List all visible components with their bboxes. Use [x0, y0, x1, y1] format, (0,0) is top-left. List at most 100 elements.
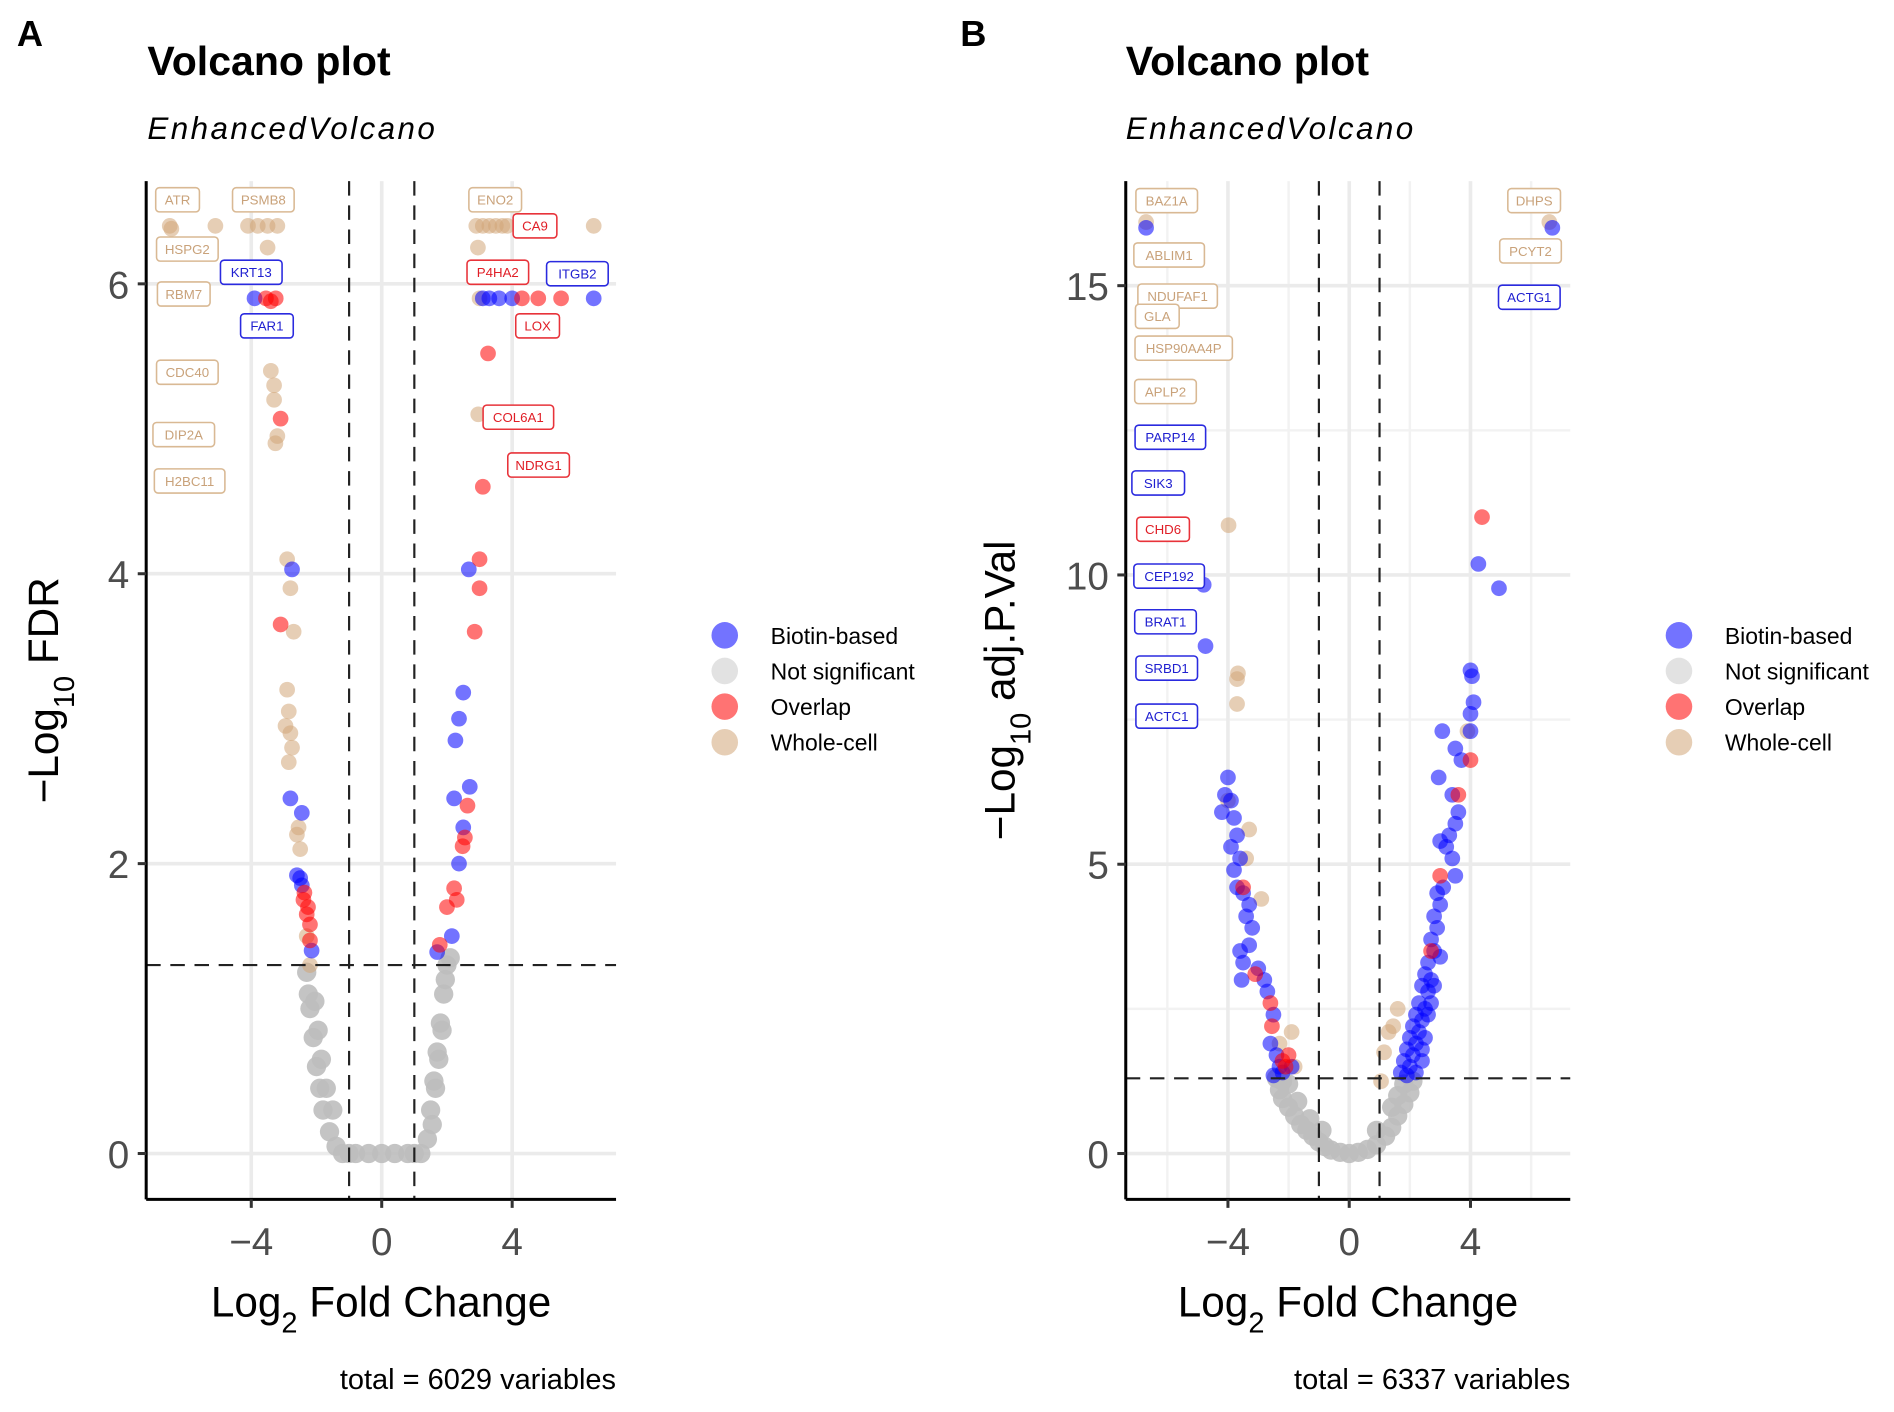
legend-label: Biotin-based — [771, 623, 899, 649]
gene-label-text: BRAT1 — [1145, 615, 1187, 630]
point-whole — [585, 218, 602, 234]
point-notsig — [434, 984, 454, 1004]
y-tick-label: 10 — [1066, 555, 1109, 598]
point-whole — [284, 739, 300, 756]
point-biotin — [1398, 1067, 1415, 1084]
point-whole — [280, 703, 297, 720]
legend-label: Whole-cell — [771, 730, 878, 756]
points — [1138, 214, 1561, 1164]
point-biotin — [1262, 1035, 1279, 1052]
gene-label-text: ACTG1 — [1507, 290, 1551, 305]
point-whole — [1373, 1073, 1389, 1090]
point-biotin — [1238, 908, 1254, 925]
gene-label-text: ABLIM1 — [1146, 248, 1193, 263]
gene-label: PCYT2 — [1498, 238, 1563, 264]
point-overlap — [1264, 1018, 1280, 1035]
gene-label: RBM7 — [156, 281, 211, 307]
point-notsig — [422, 1114, 442, 1135]
chart-subtitle: EnhancedVolcano — [147, 111, 437, 146]
gene-label: ATR — [154, 186, 201, 213]
gene-label-box — [152, 421, 216, 448]
point-overlap — [1423, 943, 1439, 959]
legend-item-whole: Whole-cell — [1665, 728, 1832, 756]
point-whole — [282, 725, 299, 742]
legend-swatch — [711, 728, 739, 756]
point-overlap — [1235, 879, 1251, 896]
gene-label-box — [231, 186, 295, 213]
y-tick-label: 5 — [1087, 845, 1109, 888]
gene-label-box — [154, 186, 201, 213]
point-whole — [470, 406, 487, 423]
y-tick-label: 0 — [108, 1134, 129, 1177]
point-biotin — [1447, 867, 1464, 884]
gene-label: DHPS — [1507, 187, 1562, 214]
point-whole — [280, 754, 297, 771]
point-notsig — [1366, 1120, 1387, 1141]
legend-swatch — [711, 693, 739, 720]
gene-label: ACTC1 — [1135, 703, 1199, 729]
gene-label-text: FAR1 — [250, 319, 283, 334]
y-axis-label: −Log10 adj.P.Val — [977, 540, 1038, 840]
x-tick-label: 0 — [371, 1221, 393, 1264]
gene-label-text: CHD6 — [1145, 522, 1181, 537]
point-notsig — [323, 1100, 343, 1120]
point-overlap — [302, 916, 318, 933]
point-notsig — [420, 1100, 441, 1120]
point-whole — [163, 220, 180, 237]
gene-label-box — [468, 186, 523, 213]
gene-label-box — [1135, 655, 1199, 681]
point-whole — [1389, 1001, 1406, 1017]
point-biotin — [1470, 556, 1487, 572]
legend-swatch — [711, 657, 739, 685]
point-overlap — [466, 623, 483, 640]
gene-label: CHD6 — [1135, 516, 1191, 543]
gene-label-text: ENO2 — [477, 193, 513, 208]
caption: total = 6337 variables — [1294, 1364, 1570, 1396]
gene-label-text: KRT13 — [231, 265, 272, 280]
gene-label-text: CDC40 — [166, 365, 210, 380]
gene-label-text: BAZ1A — [1146, 193, 1188, 208]
gene-label: NDRG1 — [506, 452, 571, 478]
point-notsig — [425, 1078, 446, 1098]
gene-label-box — [155, 359, 219, 386]
panel-letter: A — [17, 13, 43, 54]
legend-item-biotin: Biotin-based — [1665, 622, 1852, 649]
point-overlap — [448, 892, 465, 908]
point-overlap — [1462, 752, 1479, 768]
points — [161, 218, 602, 1164]
point-biotin — [1464, 668, 1480, 685]
panel-a: A Volcano plot EnhancedVolcano ATR PSMB8 ENO2… — [17, 13, 915, 1396]
legend-swatch — [1665, 622, 1693, 649]
point-biotin — [1432, 896, 1449, 913]
x-axis-label: Log2 Fold Change — [1178, 1279, 1518, 1340]
gene-label-text: DIP2A — [165, 427, 203, 442]
point-overlap — [454, 838, 471, 855]
point-whole — [259, 239, 276, 256]
point-whole — [269, 218, 286, 234]
point-whole — [266, 391, 282, 408]
point-biotin — [1429, 920, 1445, 936]
point-whole — [285, 623, 302, 640]
x-tick-label: −4 — [1206, 1221, 1250, 1264]
legend-label: Overlap — [771, 694, 851, 720]
gene-label-text: COL6A1 — [493, 410, 544, 425]
point-biotin — [460, 561, 477, 578]
point-whole — [1385, 1018, 1402, 1035]
gene-label-box — [1133, 608, 1198, 635]
y-tick-label: 4 — [108, 554, 129, 597]
point-overlap — [1450, 786, 1467, 803]
gene-label-text: ACTC1 — [1145, 709, 1189, 724]
gene-label-box — [1498, 238, 1563, 264]
point-biotin — [284, 561, 300, 578]
point-whole — [282, 580, 299, 597]
gene-label-box — [1497, 284, 1561, 311]
gene-label: GLA — [1134, 303, 1180, 330]
point-overlap — [471, 580, 488, 597]
y-axis-label: −Log10 FDR — [20, 577, 81, 803]
point-biotin — [1434, 723, 1451, 740]
point-whole — [1229, 696, 1245, 712]
legend-item-biotin: Biotin-based — [711, 622, 898, 649]
panel-letter: B — [960, 13, 986, 54]
gene-label-text: CA9 — [522, 219, 548, 234]
caption: total = 6029 variables — [340, 1364, 616, 1396]
